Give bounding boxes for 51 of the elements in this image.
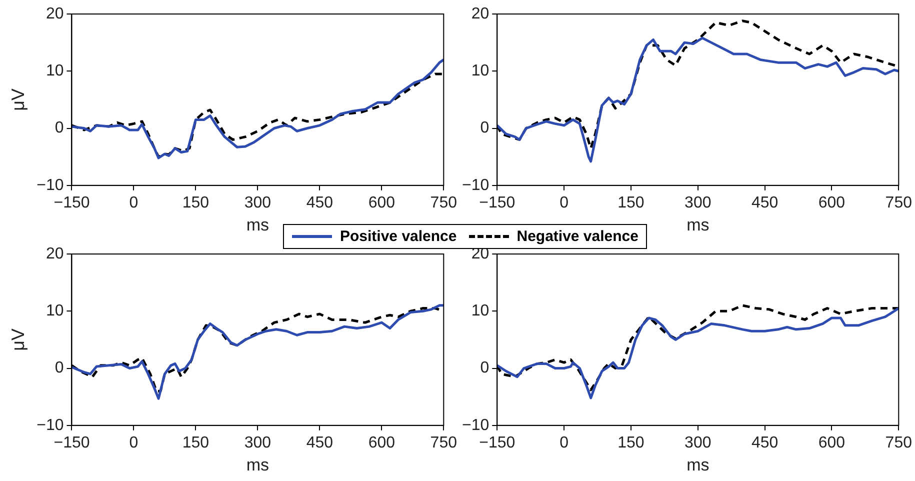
x-tick-label: 300 [244, 194, 272, 212]
x-tick-label: 300 [684, 434, 712, 452]
x-tick-label: 750 [885, 194, 912, 212]
x-tick-label: 600 [818, 434, 846, 452]
y-tick-label: 10 [46, 62, 64, 80]
x-axis-title: ms [246, 455, 270, 474]
x-tick-label: −150 [479, 434, 516, 452]
x-tick-label: 150 [182, 434, 210, 452]
y-tick-label: 0 [480, 120, 490, 137]
x-tick-label: 450 [751, 434, 778, 452]
x-tick-label: 150 [182, 194, 210, 212]
x-axis-title: ms [246, 215, 270, 234]
y-tick-label: −10 [36, 176, 64, 194]
y-tick-label: 10 [471, 302, 490, 320]
x-tick-label: 450 [306, 434, 334, 452]
y-axis-title: μV [8, 88, 28, 111]
x-axis-title: ms [686, 455, 710, 474]
x-tick-label: 750 [885, 434, 912, 452]
legend-label: Negative valence [516, 228, 638, 245]
y-tick-label: 20 [46, 245, 64, 262]
x-tick-label: 300 [244, 434, 272, 452]
x-tick-label: 750 [430, 194, 458, 212]
y-tick-label: 20 [471, 5, 490, 22]
x-tick-label: 750 [430, 434, 458, 452]
x-tick-label: 600 [368, 194, 396, 212]
y-tick-label: 0 [480, 360, 490, 377]
x-tick-label: 600 [368, 434, 396, 452]
x-tick-label: 0 [560, 434, 569, 452]
x-tick-label: 450 [751, 194, 778, 212]
x-tick-label: 450 [306, 194, 334, 212]
y-tick-label: 10 [46, 302, 64, 320]
x-tick-label: 300 [684, 194, 712, 212]
x-tick-label: 150 [618, 194, 644, 212]
x-tick-label: 0 [129, 434, 138, 452]
x-tick-label: −150 [479, 194, 516, 212]
x-tick-label: 600 [818, 194, 846, 212]
y-axis-title: μV [8, 328, 28, 351]
x-tick-label: −150 [54, 434, 90, 452]
x-tick-label: −150 [54, 194, 90, 212]
x-tick-label: 150 [618, 434, 644, 452]
x-tick-label: 0 [129, 194, 138, 212]
y-tick-label: 0 [54, 360, 64, 377]
y-tick-label: −10 [462, 176, 490, 194]
x-axis-title: ms [686, 215, 710, 234]
y-tick-label: 0 [54, 120, 64, 137]
y-tick-label: −10 [36, 416, 64, 434]
legend-label: Positive valence [340, 228, 457, 245]
y-tick-label: 10 [471, 62, 490, 80]
y-tick-label: −10 [462, 416, 490, 434]
y-tick-label: 20 [46, 5, 64, 22]
x-tick-label: 0 [560, 194, 569, 212]
